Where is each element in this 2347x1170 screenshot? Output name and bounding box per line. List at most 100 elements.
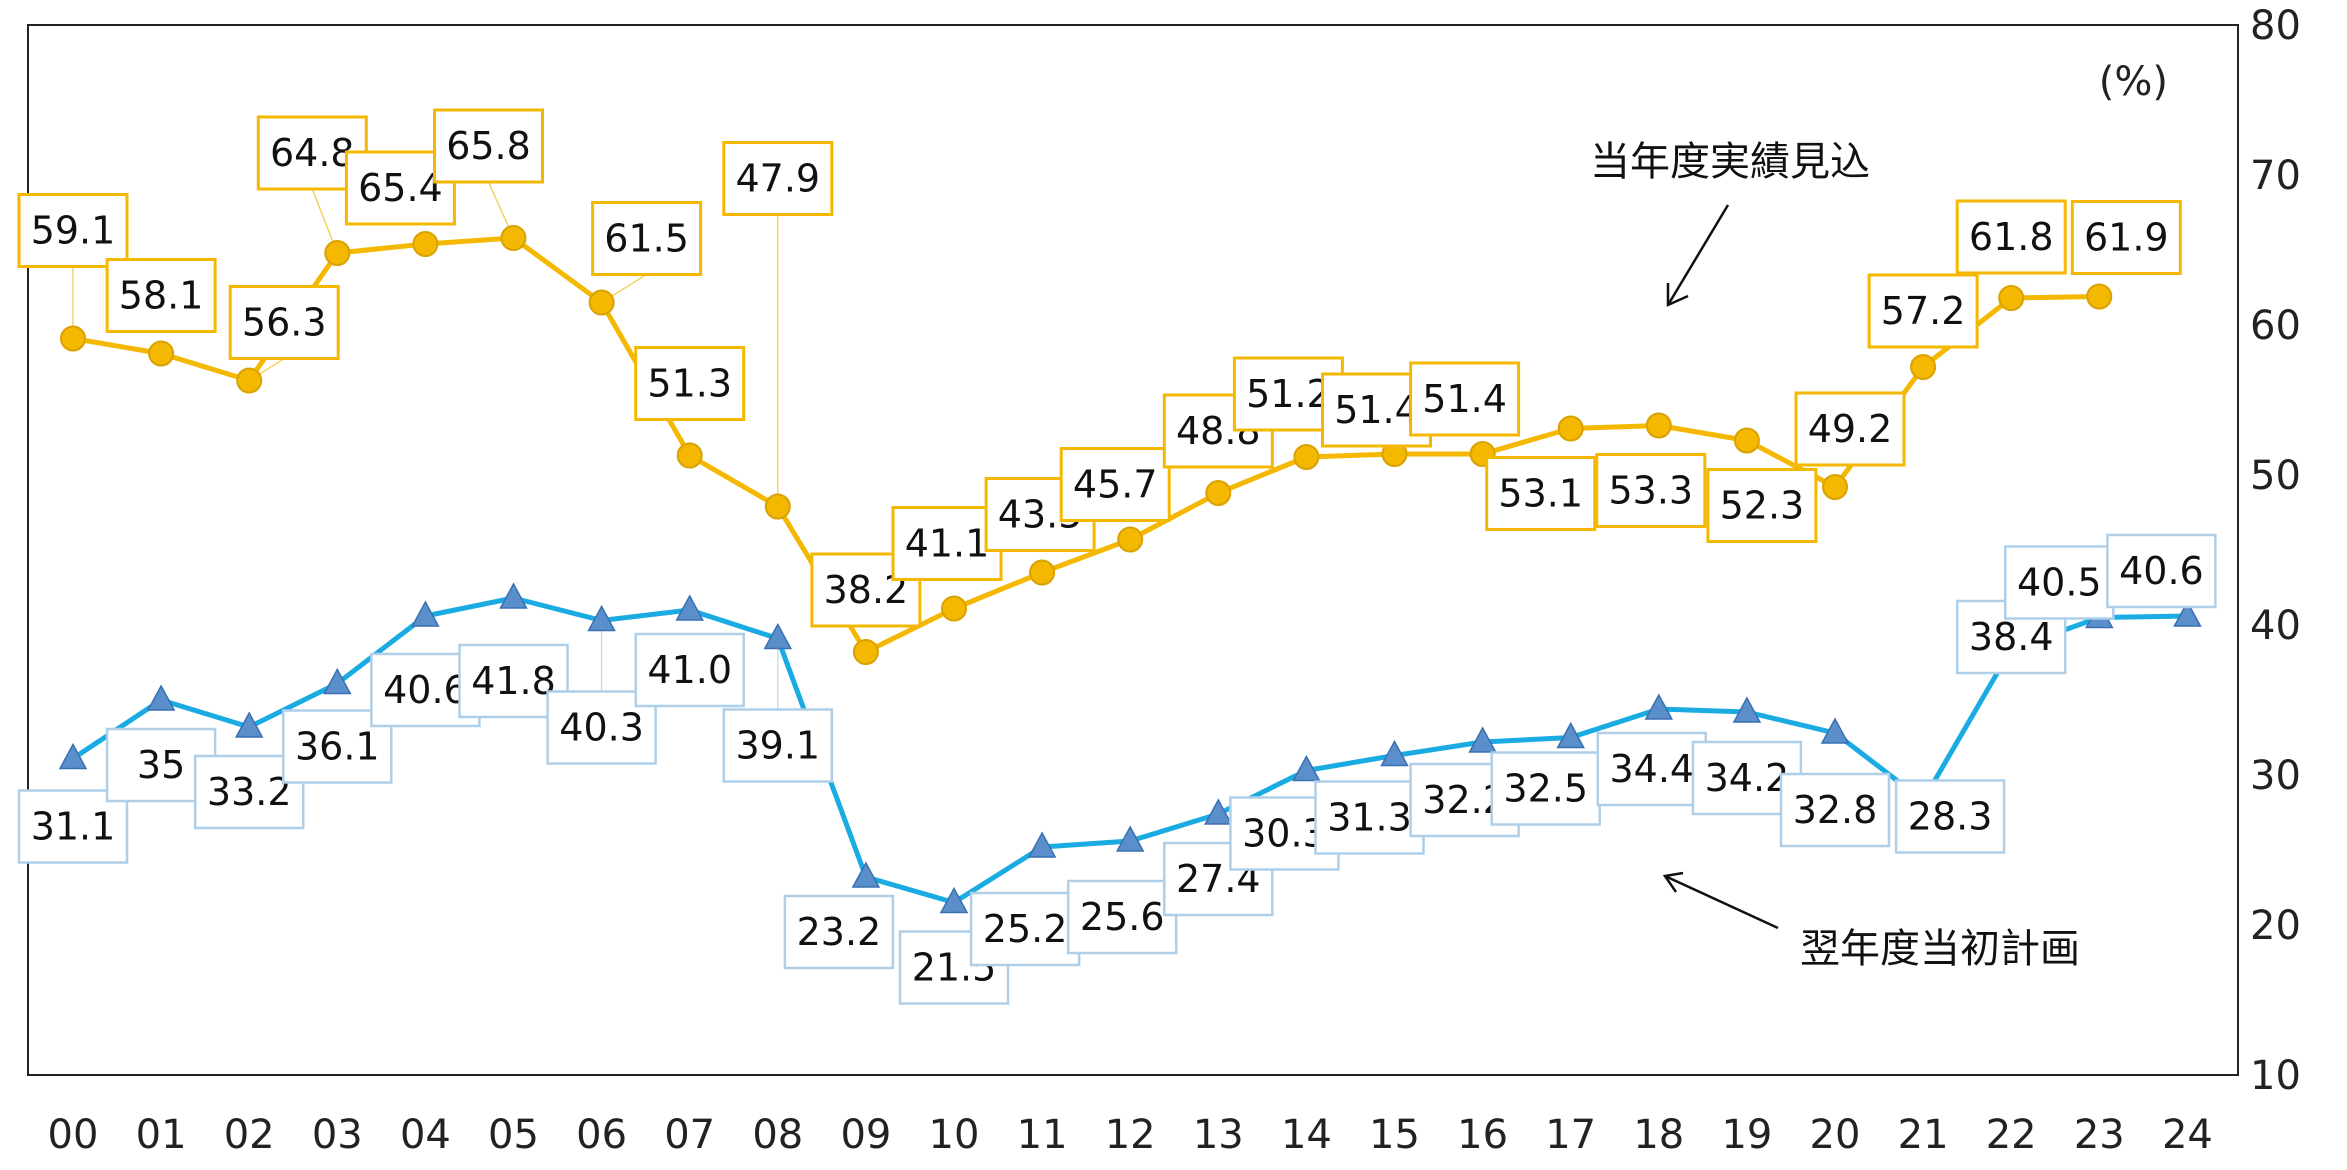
data-label-box: [1894, 779, 2006, 854]
data-label-box: [2070, 200, 2182, 275]
data-point: [234, 711, 264, 738]
data-point: [1556, 721, 1585, 749]
data-label: 31.3: [1327, 796, 1412, 840]
data-label: 52.3: [1720, 484, 1805, 528]
data-label: 61.5: [604, 217, 689, 261]
x-tick-label: 15: [1369, 1112, 1420, 1158]
data-label-box: [1779, 772, 1891, 848]
data-label-box: [1867, 273, 1979, 349]
data-point: [1822, 474, 1848, 500]
data-label: 38.4: [1969, 615, 2054, 659]
annotation-plan-label: 翌年度当初計画: [1800, 926, 2080, 972]
series-line: [72, 235, 2100, 655]
data-label: 41.1: [905, 522, 990, 566]
x-tick-label: 23: [2074, 1112, 2125, 1158]
y-unit-label: (%): [2099, 59, 2168, 105]
annotation-actual-arrowhead: [1666, 283, 1689, 307]
data-label-box: [1409, 361, 1521, 437]
x-tick-label: 17: [1545, 1112, 1596, 1158]
data-point: [588, 289, 615, 316]
data-label: 51.4: [1334, 388, 1419, 432]
x-tick-label: 02: [224, 1112, 275, 1158]
data-label-box: [17, 193, 129, 268]
x-tick-label: 16: [1457, 1112, 1508, 1158]
data-point: [939, 886, 969, 914]
data-point: [58, 742, 88, 770]
data-point: [1468, 726, 1497, 753]
data-point: [499, 582, 528, 609]
data-label: 40.3: [559, 706, 644, 750]
data-label-box: [722, 708, 834, 783]
data-label: 51.2: [1246, 372, 1331, 416]
data-label: 56.3: [242, 301, 327, 345]
data-label-box: [2004, 545, 2115, 620]
annotation-actual-label: 当年度実績見込: [1590, 139, 1870, 185]
data-label: 65.4: [358, 166, 443, 210]
x-tick-label: 05: [488, 1112, 539, 1158]
y-tick-label: 30: [2250, 753, 2301, 799]
x-tick-label: 10: [929, 1112, 980, 1158]
y-tick-label: 70: [2250, 153, 2301, 199]
data-label: 61.9: [2084, 216, 2169, 260]
x-tick-label: 24: [2162, 1112, 2213, 1158]
data-point: [324, 240, 351, 266]
data-label: 53.1: [1498, 472, 1583, 516]
data-point: [146, 684, 176, 711]
data-point: [1204, 798, 1233, 825]
x-tick-label: 13: [1193, 1112, 1244, 1158]
data-point: [500, 225, 527, 251]
data-label: 35: [137, 743, 185, 787]
data-point: [411, 600, 440, 627]
data-point: [1645, 412, 1672, 439]
x-axis: 00 01 02 03 04 05 06 07 08 09 10 11 12 13 14 15 16 17 18 19…: [48, 1112, 2213, 1158]
x-tick-label: 09: [840, 1112, 891, 1158]
data-label: 61.8: [1969, 215, 2054, 259]
data-label-box: [1596, 731, 1708, 807]
annotation-plan-arrow: [1664, 874, 1779, 930]
y-tick-label: 20: [2250, 903, 2301, 949]
data-label: 41.0: [647, 648, 732, 692]
x-tick-label: 01: [136, 1112, 187, 1158]
data-label: 64.8: [270, 131, 355, 175]
x-tick-label: 04: [400, 1112, 451, 1158]
data-point: [851, 861, 881, 888]
data-label-box: [783, 894, 895, 970]
data-point: [1644, 693, 1674, 720]
data-point: [852, 639, 879, 665]
data-point: [236, 367, 263, 394]
data-label: 34.4: [1609, 747, 1694, 791]
x-tick-label: 12: [1105, 1112, 1156, 1158]
data-label-box: [1794, 391, 1906, 467]
data-label-box: [1490, 751, 1601, 826]
data-label: 47.9: [735, 157, 820, 201]
data-label-box: [1706, 468, 1818, 543]
data-point: [1998, 285, 2025, 311]
x-tick-label: 14: [1281, 1112, 1332, 1158]
data-label-box: [105, 258, 217, 333]
data-point: [764, 493, 791, 520]
data-label-box: [634, 346, 746, 421]
x-tick-label: 19: [1721, 1112, 1772, 1158]
data-point: [763, 622, 793, 650]
y-tick-label: 10: [2250, 1053, 2301, 1099]
x-tick-label: 18: [1633, 1112, 1684, 1158]
data-label-box: [433, 108, 544, 184]
data-point: [1910, 354, 1937, 380]
data-label: 31.1: [31, 805, 116, 849]
data-label-box: [1066, 879, 1178, 955]
data-point: [1027, 831, 1057, 858]
data-label: 34.2: [1705, 756, 1790, 800]
x-tick-label: 20: [1810, 1112, 1861, 1158]
data-label-box: [1059, 447, 1171, 522]
data-point: [148, 340, 175, 367]
data-point: [1732, 696, 1762, 723]
data-point: [1029, 559, 1056, 586]
data-label: 25.6: [1080, 895, 1165, 939]
data-label: 25.2: [983, 907, 1068, 951]
data-label: 58.1: [119, 274, 204, 318]
data-point: [1205, 480, 1232, 506]
x-tick-label: 22: [1986, 1112, 2037, 1158]
data-label: 41.8: [471, 659, 556, 703]
y-axis: 10 20 30 40 50 60 70 80: [2250, 3, 2301, 1099]
y-tick-label: 50: [2250, 453, 2301, 499]
